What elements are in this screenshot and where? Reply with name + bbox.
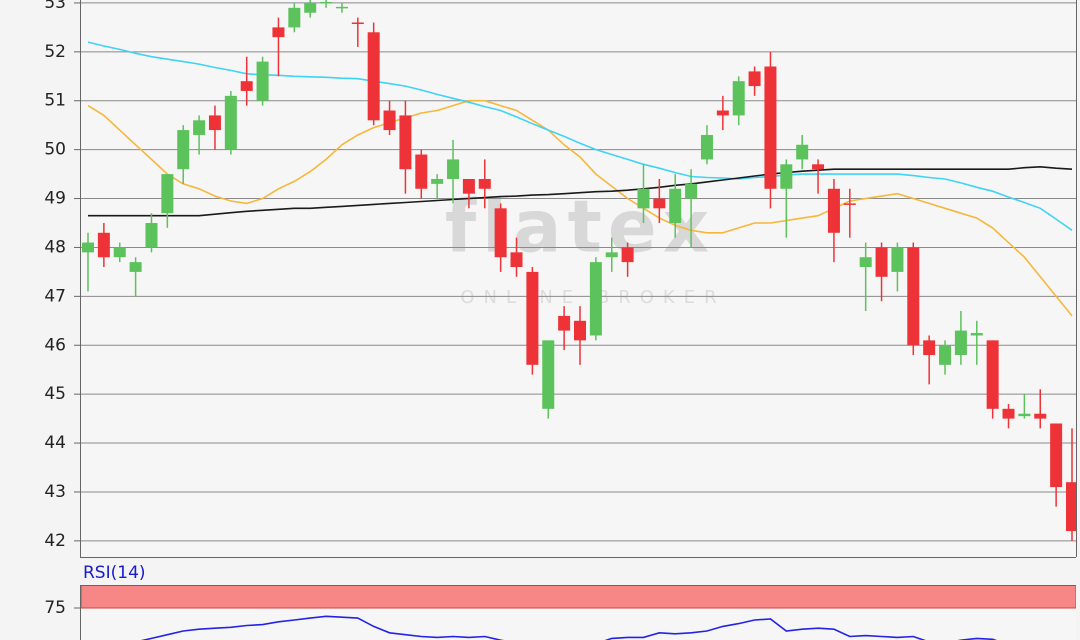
y-tick-label: 49 [44, 189, 66, 209]
candle-body [605, 252, 618, 258]
axes: 42 43 44 45 46 47 48 49 50 51 52 53 75 [44, 0, 80, 618]
candle-body [732, 81, 745, 116]
candle-body [240, 81, 253, 91]
candle-body [716, 110, 729, 116]
candle-body [113, 247, 126, 258]
candle-body [161, 174, 174, 214]
candle-body [447, 159, 460, 179]
candle-body [812, 164, 825, 170]
candle-body [129, 262, 142, 272]
y-tick-label: 44 [44, 433, 66, 453]
candle-body [510, 252, 523, 268]
y-tick-label: 46 [44, 335, 66, 355]
candle-body [637, 188, 650, 209]
candle-body [748, 71, 761, 87]
candle-body [653, 198, 666, 209]
candle-body [875, 247, 888, 277]
y-tick-label: 52 [44, 42, 66, 62]
candle-body [383, 110, 396, 131]
y-tick-label: 53 [44, 0, 66, 13]
candle-body [494, 208, 507, 258]
candle-body [1002, 408, 1015, 419]
candle-body [82, 242, 94, 253]
y-tick-label: 42 [44, 531, 66, 551]
candle-body [478, 178, 491, 189]
candle-body [1034, 413, 1047, 419]
rsi-y-tick-label: 75 [44, 598, 66, 618]
candle-body [986, 340, 999, 409]
candle-body [574, 320, 586, 341]
rsi-title: RSI(14) [83, 563, 146, 583]
candle-body [780, 164, 793, 189]
candle-body [399, 115, 412, 170]
candle-body [462, 178, 475, 194]
watermark-sub: ONLINE BROKER [460, 287, 725, 308]
candle-body [256, 61, 269, 101]
price-layer [81, 0, 1076, 542]
candle-body [923, 340, 936, 356]
candle-body [700, 134, 713, 160]
plot-area [81, 0, 1076, 557]
candle-body [621, 247, 634, 263]
candle-body [304, 2, 317, 13]
candle-body [827, 188, 840, 233]
candle-body [97, 232, 110, 258]
y-tick-label: 51 [44, 91, 66, 111]
candle-body [335, 6, 348, 9]
candle-body [1066, 482, 1076, 532]
candle-body [224, 95, 237, 150]
candle-body [970, 333, 983, 336]
candle-body [526, 271, 539, 365]
candle-body [272, 27, 285, 38]
candle-body [843, 203, 856, 205]
candle-body [764, 66, 777, 189]
candle-body [685, 183, 698, 199]
candle-body [669, 188, 682, 223]
candle-body [891, 247, 904, 272]
candle-body [351, 22, 364, 24]
candle-body [193, 120, 206, 135]
candle-body [288, 7, 301, 28]
candle-body [542, 340, 555, 409]
rsi-line [140, 615, 998, 640]
moving-average-line [87, 41, 1073, 231]
candle-body [1018, 413, 1031, 417]
candle-body [558, 315, 571, 331]
candle-body [939, 345, 952, 365]
moving-average-line [88, 165, 1073, 217]
moving-average-line [87, 99, 1073, 317]
candle-body [1050, 423, 1063, 488]
candle-body [796, 144, 809, 160]
candle-body [208, 115, 221, 131]
y-tick-label: 48 [44, 237, 66, 257]
y-tick-label: 47 [44, 286, 66, 306]
candle-body [177, 130, 190, 170]
candle-body [367, 32, 380, 121]
y-tick-label: 43 [44, 482, 66, 502]
candle-body [907, 247, 920, 346]
overbought-band [81, 585, 1076, 609]
candle-body [954, 330, 967, 356]
candle-body [145, 222, 158, 248]
candle-body [320, 1, 333, 4]
y-tick-label: 50 [44, 140, 66, 160]
candle-body [431, 178, 444, 184]
rsi-layer [81, 585, 1076, 640]
y-tick-label: 45 [44, 384, 66, 404]
candle-body [415, 154, 428, 189]
candle-body [859, 257, 872, 268]
candle-body [589, 262, 602, 336]
